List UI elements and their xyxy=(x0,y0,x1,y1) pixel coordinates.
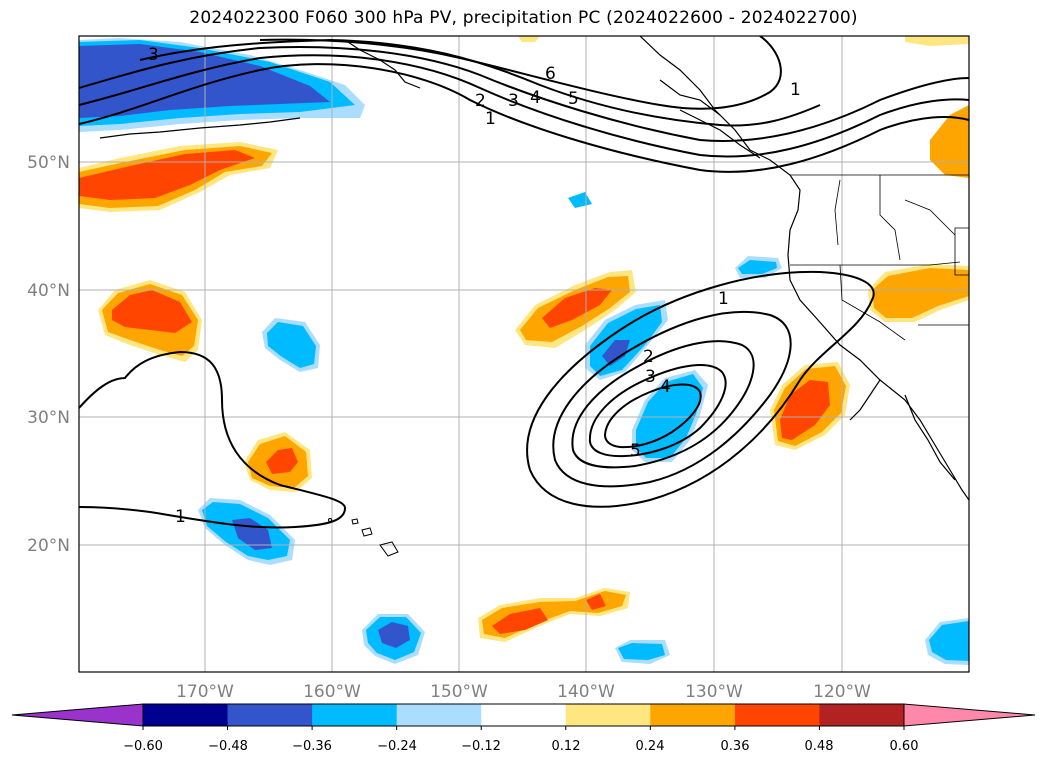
contour-label: 3 xyxy=(148,45,159,65)
colorbar-tick: −0.24 xyxy=(377,739,417,754)
colorbar-tick: −0.60 xyxy=(123,739,163,754)
colorbar-tick: 0.24 xyxy=(636,739,665,754)
pv-contours xyxy=(79,36,969,529)
colorbar-tick: −0.36 xyxy=(292,739,332,754)
colorbar-segment xyxy=(734,704,820,726)
lat-labels: 50°N 40°N 30°N 20°N xyxy=(27,153,70,556)
contour-label: 5 xyxy=(568,89,579,109)
contour-label: 1 xyxy=(790,80,801,100)
lat-label: 20°N xyxy=(27,536,70,556)
colorbar-segment xyxy=(819,704,905,726)
lon-label: 140°W xyxy=(557,682,615,702)
map-frame xyxy=(78,35,970,673)
colorbar-tick: 0.12 xyxy=(552,739,581,754)
colorbar-tick: 0.60 xyxy=(890,739,919,754)
contour-label: 3 xyxy=(645,367,656,387)
lon-label: 150°W xyxy=(430,682,488,702)
borders xyxy=(790,174,969,341)
colorbar-extend-low xyxy=(11,703,144,727)
colorbar: −0.60 −0.48 −0.36 −0.24 −0.12 0.12 0.24 … xyxy=(11,703,1036,754)
colorbar-segment xyxy=(650,704,736,726)
lon-label: 170°W xyxy=(176,682,234,702)
contour-label: 2 xyxy=(475,91,486,111)
colorbar-segment xyxy=(396,704,482,726)
colorbar-segment xyxy=(143,704,229,726)
contour-label: 5 xyxy=(630,441,641,461)
lat-label: 40°N xyxy=(27,281,70,301)
colorbar-tick: 0.36 xyxy=(721,739,750,754)
map-title: 2024022300 F060 300 hPa PV, precipitatio… xyxy=(189,8,858,28)
lon-label: 130°W xyxy=(685,682,743,702)
lat-label: 30°N xyxy=(27,408,70,428)
colorbar-segment xyxy=(481,704,567,726)
contour-label: 1 xyxy=(175,507,186,527)
contour-label: 4 xyxy=(530,88,541,108)
lat-label: 50°N xyxy=(27,153,70,173)
colorbar-segment xyxy=(227,704,313,726)
lon-label: 160°W xyxy=(303,682,361,702)
contour-label: 1 xyxy=(485,109,496,129)
coastlines xyxy=(99,36,969,501)
colorbar-extend-high xyxy=(903,703,1036,727)
colorbar-tick: 0.48 xyxy=(805,739,834,754)
contour-label: 4 xyxy=(660,377,671,397)
colorbar-tick: −0.48 xyxy=(208,739,248,754)
contour-label: 3 xyxy=(508,91,519,111)
colorbar-segment xyxy=(312,704,398,726)
lon-label: 120°W xyxy=(813,682,871,702)
lon-labels: 170°W 160°W 150°W 140°W 130°W 120°W xyxy=(176,682,871,702)
colorbar-segment xyxy=(565,704,651,726)
contour-label: 6 xyxy=(545,64,556,84)
hawaii-islands xyxy=(328,518,399,557)
colorbar-tick: −0.12 xyxy=(461,739,501,754)
contour-label: 2 xyxy=(643,347,654,367)
contour-labels: 1 2 3 4 5 6 1 2 3 4 5 1 3 1 xyxy=(148,45,801,527)
map-area: 1 2 3 4 5 6 1 2 3 4 5 1 3 1 xyxy=(79,36,969,672)
contour-label: 1 xyxy=(718,289,729,309)
